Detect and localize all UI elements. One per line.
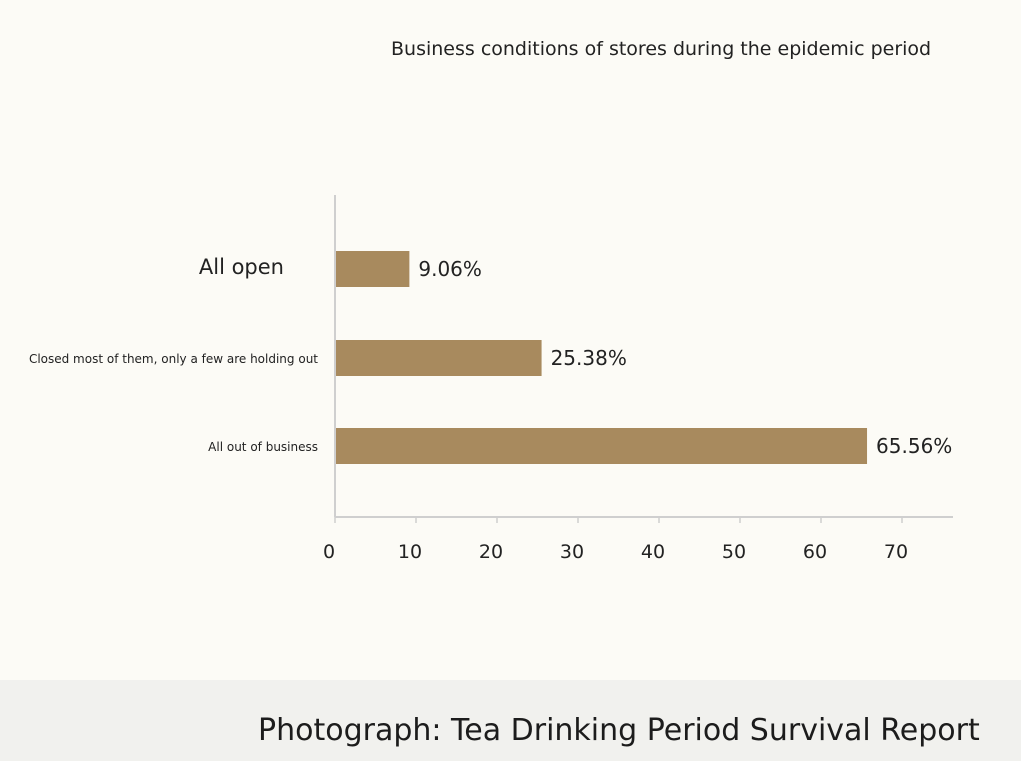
- chart-area: Business conditions of stores during the…: [28, 38, 953, 563]
- bar: [336, 340, 542, 376]
- caption-bar: [0, 680, 1021, 761]
- x-tick-label: 0: [323, 541, 335, 563]
- bar: [336, 251, 410, 287]
- x-tick-label: 70: [884, 541, 908, 563]
- bar-chart: 0 10 20 30 40 50 60 70 9.06% All open 25.38% Close…: [29, 195, 953, 563]
- bar: [336, 428, 868, 464]
- category-label: All open: [199, 255, 284, 279]
- category-label: All out of business: [208, 440, 318, 454]
- x-tick-label: 30: [560, 541, 584, 563]
- bar-value-label: 65.56%: [876, 434, 952, 458]
- photo-caption: Photograph: Tea Drinking Period Survival…: [258, 713, 980, 748]
- x-tick-label: 60: [803, 541, 827, 563]
- x-tick-label: 10: [398, 541, 422, 563]
- x-tick-label: 20: [479, 541, 503, 563]
- category-label: Closed most of them, only a few are hold…: [29, 352, 318, 366]
- bar-value-label: 9.06%: [418, 257, 482, 281]
- x-tick-label: 40: [641, 541, 665, 563]
- chart-title: Business conditions of stores during the…: [391, 38, 932, 60]
- x-tick-label: 50: [722, 541, 746, 563]
- bar-value-label: 25.38%: [551, 346, 627, 370]
